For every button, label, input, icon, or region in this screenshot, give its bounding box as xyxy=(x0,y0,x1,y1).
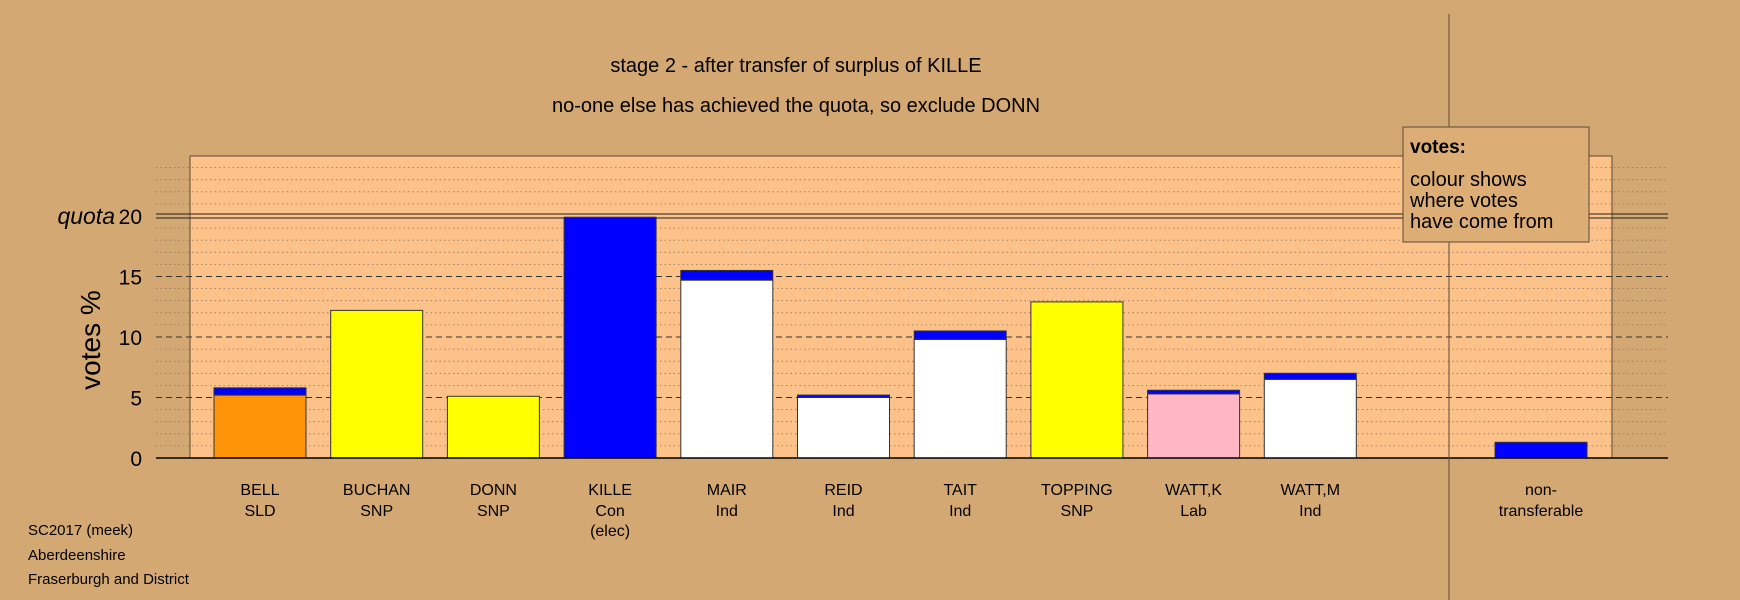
candidate-party-label: Con xyxy=(595,503,624,520)
bar-transfer-kille xyxy=(563,216,657,459)
bar-transfer-watt,m xyxy=(1263,372,1357,380)
quota-label: quota xyxy=(57,203,115,229)
candidate-party-label: SNP xyxy=(477,503,510,520)
candidate-name-label: KILLE xyxy=(588,482,632,499)
y-tick-label: 10 xyxy=(119,327,142,350)
candidate-party-label: Ind xyxy=(949,503,971,520)
footer-election: SC2017 (meek) xyxy=(28,522,134,539)
candidate-name-label: BELL xyxy=(240,482,279,499)
footer-council: Aberdeenshire xyxy=(28,547,126,564)
bar-base-bell xyxy=(213,394,307,459)
bar-base-topping xyxy=(1030,301,1124,459)
bar-base-mair xyxy=(680,279,774,459)
bar-base-donn xyxy=(446,395,540,459)
bar-base-reid xyxy=(797,397,890,459)
bar-base-watt,k xyxy=(1147,393,1241,459)
y-tick-label: 15 xyxy=(119,267,142,290)
candidate-party-label: Ind xyxy=(716,503,738,520)
candidate-party-label: Lab xyxy=(1180,503,1207,520)
y-axis-label: votes % xyxy=(75,290,106,390)
y-tick-label: 5 xyxy=(130,388,142,411)
candidate-name-label: DONN xyxy=(470,482,517,499)
legend-title: votes: xyxy=(1410,137,1466,158)
bar-nontransferable xyxy=(1494,441,1588,459)
candidate-note-label: (elec) xyxy=(590,523,630,540)
candidate-name-label: MAIR xyxy=(707,482,747,499)
bar-transfer-watt,k xyxy=(1147,389,1241,395)
candidate-name-label: WATT,K xyxy=(1165,482,1222,499)
candidate-party-label: SLD xyxy=(244,503,275,520)
candidate-party-label: Ind xyxy=(1299,503,1321,520)
footer-ward: Fraserburgh and District xyxy=(28,571,189,588)
y-tick-label: 0 xyxy=(130,448,142,471)
y-tick-label: 20 xyxy=(119,206,142,229)
candidate-name-label: BUCHAN xyxy=(343,482,411,499)
chart-title: stage 2 - after transfer of surplus of K… xyxy=(610,55,981,77)
candidate-name-label: TOPPING xyxy=(1041,482,1113,499)
bar-transfer-bell xyxy=(213,387,307,396)
legend-text: have come from xyxy=(1410,211,1553,233)
chart-subtitle: no-one else has achieved the quota, so e… xyxy=(552,95,1040,117)
candidate-name-label: TAIT xyxy=(943,482,977,499)
candidate-name-label: WATT,M xyxy=(1281,482,1341,499)
candidate-party-label: Ind xyxy=(832,503,854,520)
bar-transfer-tait xyxy=(913,330,1007,340)
bar-transfer-reid xyxy=(797,394,890,398)
candidate-name-label: REID xyxy=(824,482,862,499)
bar-base-tait xyxy=(913,338,1007,459)
nontransferable-label: transferable xyxy=(1499,503,1584,520)
legend-text: colour shows xyxy=(1410,169,1527,191)
legend-box xyxy=(1402,126,1590,243)
candidate-party-label: SNP xyxy=(360,503,393,520)
plot-area xyxy=(189,155,1613,459)
bar-transfer-mair xyxy=(680,269,774,281)
candidate-party-label: SNP xyxy=(1060,503,1093,520)
bar-base-buchan xyxy=(330,309,424,459)
legend-text: where votes xyxy=(1409,190,1518,212)
bar-base-watt,m xyxy=(1263,378,1357,459)
nontransferable-label: non- xyxy=(1525,482,1557,499)
